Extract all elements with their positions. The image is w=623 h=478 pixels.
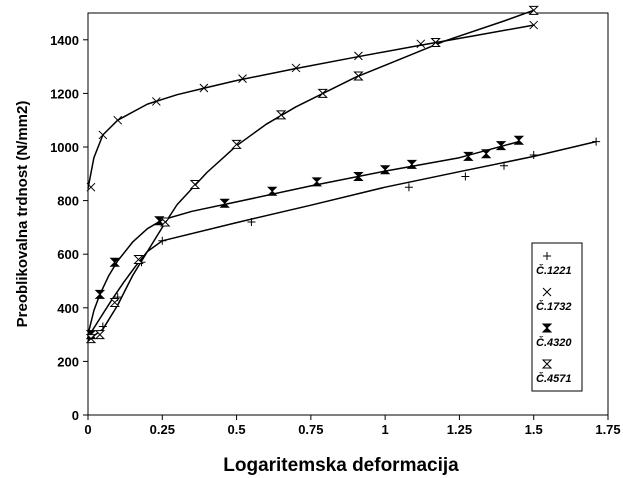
data-point	[85, 334, 97, 344]
legend-label: Č.4320	[536, 336, 572, 349]
data-point	[406, 159, 418, 169]
legend-label: Č.4571	[536, 372, 571, 385]
data-point	[353, 171, 364, 181]
legend-marker	[543, 252, 551, 260]
data-point	[592, 137, 601, 146]
y-tick-label: 1200	[50, 86, 79, 101]
x-tick-label: 0.75	[298, 422, 323, 437]
data-point	[461, 172, 470, 181]
x-tick-label: 1.5	[525, 422, 543, 437]
x-tick-label: 1.75	[595, 422, 620, 437]
y-tick-label: 400	[57, 301, 79, 316]
data-point	[353, 71, 364, 81]
y-tick-label: 0	[72, 408, 79, 423]
data-point	[189, 180, 201, 190]
data-point	[528, 5, 539, 15]
data-point	[416, 39, 426, 49]
legend: Č.1221 Č.1732 Č.4320 Č.4571	[531, 242, 583, 392]
data-point	[513, 135, 525, 145]
data-point	[158, 236, 167, 245]
data-point	[291, 63, 301, 73]
data-point	[219, 198, 230, 208]
y-tick-label: 800	[57, 194, 79, 209]
legend-marker	[542, 287, 552, 297]
y-tick-label: 600	[57, 247, 79, 262]
legend-marker	[541, 323, 553, 333]
plot-area	[87, 12, 609, 416]
data-point	[133, 255, 144, 265]
legend-items: Č.1221 Č.1732 Č.4320 Č.4571	[536, 252, 572, 385]
data-point	[430, 37, 441, 47]
data-point	[94, 330, 106, 340]
x-tick-label: 1.25	[447, 422, 472, 437]
x-tick-label: 1	[382, 422, 389, 437]
data-point	[500, 161, 508, 170]
data-point	[529, 20, 539, 30]
legend-box	[531, 242, 583, 392]
data-point	[379, 165, 391, 175]
data-point	[463, 151, 474, 161]
data-point	[247, 218, 256, 227]
x-tick-label: 0.25	[150, 422, 175, 437]
data-point	[354, 51, 363, 61]
data-point	[317, 88, 328, 98]
data-point	[98, 130, 108, 140]
data-point	[151, 97, 161, 106]
series-markers	[85, 5, 601, 344]
legend-marker	[541, 359, 553, 369]
data-point	[495, 141, 507, 151]
data-point	[94, 289, 106, 299]
x-tick-label: 0	[84, 422, 91, 437]
data-point	[86, 182, 96, 192]
data-point	[529, 151, 538, 160]
data-point	[113, 115, 123, 125]
y-tick-label: 200	[57, 354, 79, 369]
data-point	[98, 322, 107, 331]
data-point	[404, 183, 413, 192]
data-point	[480, 149, 492, 159]
data-point	[160, 217, 171, 227]
data-point	[275, 110, 287, 120]
data-point	[199, 83, 209, 93]
data-point	[311, 177, 323, 187]
axis-ticks: 0 0.25 0.5 0.75 1 1.25 1.5 1.75 0 200 400 600 800 100…	[50, 33, 621, 437]
y-tick-label: 1000	[50, 140, 79, 155]
data-point	[238, 74, 247, 84]
legend-label: Č.1221	[536, 264, 571, 277]
data-point	[231, 139, 242, 149]
data-point	[109, 297, 120, 307]
y-axis-title: Preoblikovalna trdnost (N/mm2)	[14, 101, 31, 328]
x-tick-label: 0.5	[228, 422, 246, 437]
legend-label: Č.1732	[536, 300, 571, 313]
data-point	[109, 257, 120, 267]
y-tick-label: 1400	[50, 33, 79, 48]
x-axis-title: Logaritemska deformacija	[223, 455, 459, 476]
data-point	[267, 186, 278, 196]
